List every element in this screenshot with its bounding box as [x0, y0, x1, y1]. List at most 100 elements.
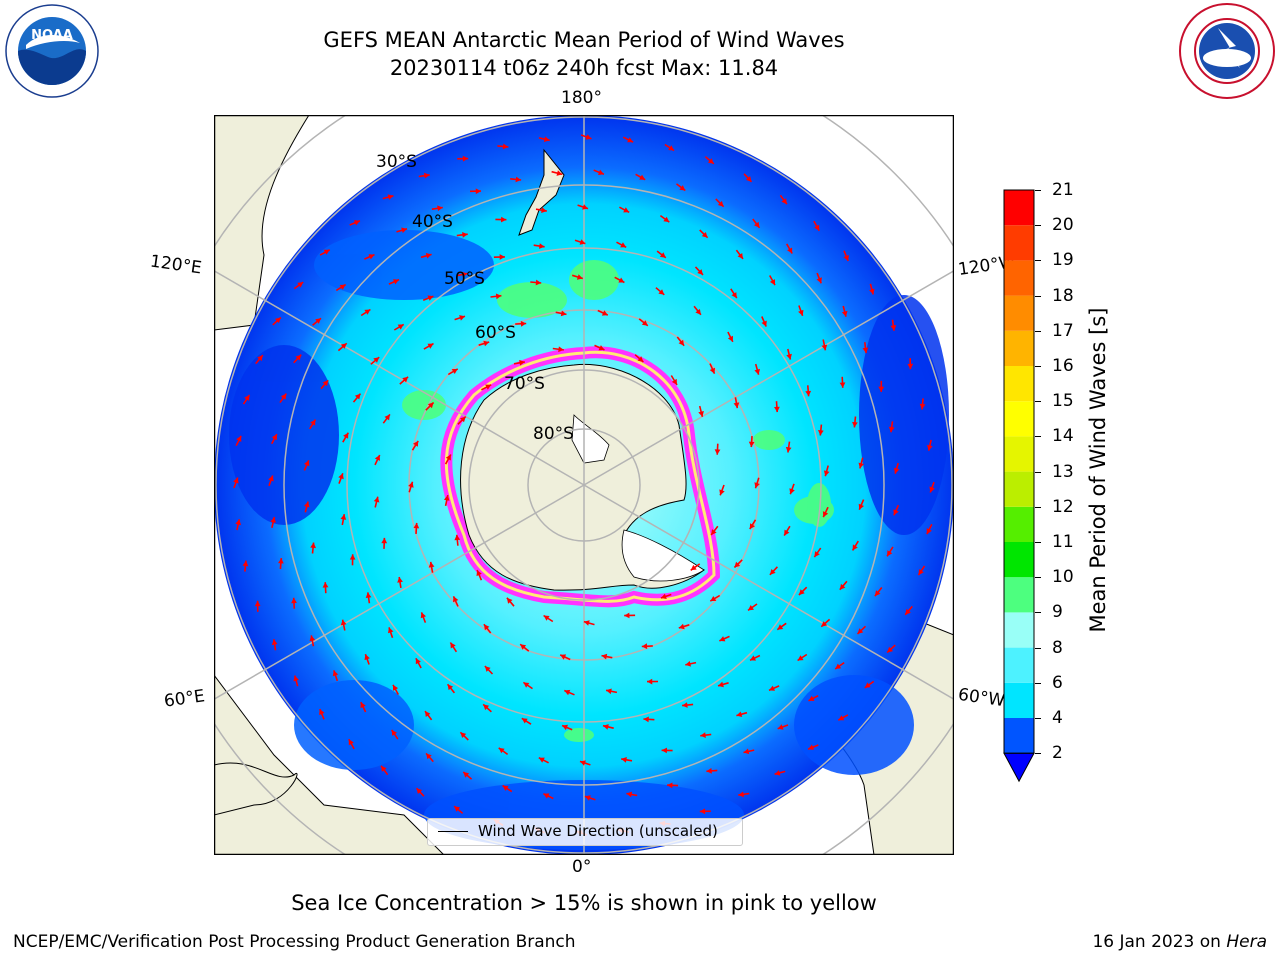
colorbar-border — [1003, 189, 1035, 754]
wave-direction-arrowhead — [558, 346, 564, 353]
wave-direction-arrowhead — [663, 216, 670, 223]
wave-direction-arrowhead — [427, 402, 434, 409]
wave-direction-arrowhead — [523, 682, 530, 688]
wave-direction-arrowhead — [620, 242, 627, 248]
colorbar-tick-mark — [1035, 718, 1041, 719]
wave-direction-arrowhead — [495, 293, 502, 300]
colorbar-tick-mark — [1035, 260, 1041, 262]
wave-direction-arrowhead — [322, 380, 329, 387]
wave-direction-arrowhead — [582, 204, 588, 210]
wave-direction-arrowhead — [270, 517, 276, 523]
wave-direction-arrowhead — [822, 511, 829, 518]
wave-direction-arrowhead — [323, 249, 330, 255]
wave-direction-arrowhead — [858, 503, 864, 510]
wave-direction-arrowhead — [354, 393, 361, 400]
wave-direction-arrowhead — [236, 435, 242, 442]
wave-direction-arrowhead — [733, 402, 740, 409]
wave-direction-arrowhead — [869, 288, 875, 295]
wave-direction-arrowhead — [393, 279, 399, 285]
wave-direction-arrowhead — [484, 666, 491, 672]
wave-direction-arrowhead — [918, 569, 924, 576]
colorbar-tick-label: 13 — [1052, 461, 1074, 482]
wave-direction-arrowhead — [319, 709, 325, 715]
wave-direction-arrowhead — [233, 477, 239, 484]
wave-direction-arrowhead — [450, 642, 456, 649]
wave-direction-arrowhead — [460, 732, 467, 738]
footer-date: 16 Jan 2023 on Hera — [1092, 932, 1267, 952]
noaa-logo: NOAA — [4, 3, 100, 103]
wave-direction-arrowhead — [864, 682, 871, 688]
wave-direction-arrowhead — [539, 243, 545, 249]
wave-direction-arrowhead — [818, 430, 824, 436]
wave-direction-arrowhead — [397, 577, 403, 583]
wave-direction-arrowhead — [603, 724, 609, 730]
wave-direction-arrowhead — [520, 320, 527, 327]
wave-direction-arrowhead — [451, 368, 458, 374]
wave-direction-arrowhead — [365, 592, 372, 598]
wave-direction-arrowhead — [787, 247, 793, 254]
wave-direction-arrowhead — [584, 795, 591, 801]
wave-direction-arrowhead — [711, 529, 717, 535]
colorbar-tick-label: 12 — [1052, 496, 1074, 517]
wave-direction-arrowhead — [384, 414, 390, 421]
colorbar-segment — [1004, 260, 1034, 296]
chart-title: GEFS MEAN Antarctic Mean Period of Wind … — [323, 28, 845, 52]
wave-direction-arrowhead — [745, 176, 752, 182]
wave-direction-arrowhead — [459, 315, 465, 321]
lon-label-60w: 60°W — [956, 684, 1007, 712]
wave-direction-arrowhead — [521, 718, 528, 724]
wave-direction-arrowhead — [808, 695, 815, 701]
wave-direction-arrowhead — [679, 185, 686, 191]
wave-direction-arrowhead — [271, 434, 277, 441]
wave-direction-arrowhead — [639, 174, 646, 180]
wave-direction-arrowhead — [425, 711, 431, 717]
wave-direction-arrowhead — [502, 143, 509, 150]
wave-direction-arrowhead — [601, 653, 608, 660]
wave-direction-arrowhead — [257, 355, 263, 362]
polar-map — [214, 115, 954, 855]
wave-direction-arrowhead — [601, 310, 608, 316]
wave-direction-arrowhead — [678, 623, 685, 630]
colorbar-segment — [1004, 542, 1034, 578]
wave-direction-arrowhead — [750, 655, 756, 661]
wave-direction-arrowhead — [668, 145, 675, 151]
wave-direction-arrowhead — [501, 216, 507, 223]
wave-direction-arrowhead — [235, 519, 241, 526]
wave-direction-arrowhead — [661, 747, 667, 754]
wave-direction-arrowhead — [445, 454, 451, 461]
colorbar — [1003, 188, 1035, 788]
wave-direction-arrowhead — [641, 643, 648, 650]
wave-direction-arrowhead — [718, 681, 724, 688]
legend-label: Wind Wave Direction (unscaled) — [478, 822, 718, 840]
wave-direction-arrowhead — [297, 282, 304, 288]
colorbar-tick-label: 6 — [1052, 672, 1063, 693]
wave-direction-arrowhead — [706, 768, 712, 774]
wave-direction-arrowhead — [784, 529, 790, 536]
wave-direction-arrowhead — [339, 284, 346, 290]
wave-direction-arrowhead — [839, 382, 846, 388]
wave-direction-arrowhead — [843, 255, 849, 261]
wave-direction-arrowhead — [291, 597, 297, 604]
wave-direction-arrowhead — [748, 441, 755, 448]
wave-direction-arrowhead — [785, 446, 792, 453]
wave-direction-arrowhead — [839, 583, 846, 590]
wave-direction-arrowhead — [498, 747, 505, 754]
colorbar-tick-label: 10 — [1052, 567, 1074, 588]
wave-direction-arrowhead — [754, 482, 760, 489]
wave-direction-arrowhead — [332, 670, 339, 677]
wave-direction-arrowhead — [437, 205, 443, 212]
wave-direction-arrowhead — [506, 597, 513, 604]
lat-label-70s: 70°S — [504, 374, 545, 394]
wave-direction-arrowhead — [685, 661, 691, 667]
colorbar-tick-label: 20 — [1052, 215, 1074, 236]
wave-direction-arrowhead — [538, 757, 545, 763]
wave-direction-arrowhead — [743, 748, 750, 755]
wave-direction-arrowhead — [690, 564, 697, 571]
wave-direction-arrowhead — [583, 620, 590, 626]
wave-direction-arrowhead — [598, 169, 604, 175]
wave-direction-arrowhead — [387, 194, 394, 200]
footer-host: Hera — [1226, 932, 1267, 952]
wave-direction-arrowhead — [304, 460, 310, 467]
wave-direction-arrowhead — [443, 495, 450, 501]
wave-direction-arrowhead — [797, 655, 804, 661]
